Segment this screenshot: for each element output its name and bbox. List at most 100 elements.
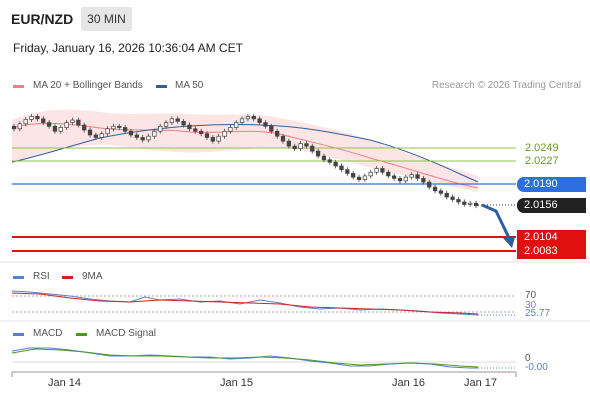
last-price-tag: 2.0156 xyxy=(517,198,586,213)
pivot-tag: 2.0190 xyxy=(517,177,586,192)
candle-body xyxy=(169,118,175,123)
candle-body xyxy=(239,118,245,123)
rsi-legend-swatch xyxy=(13,276,24,279)
candle-body xyxy=(76,119,81,126)
candle-body xyxy=(280,135,286,142)
symbol-title: EUR/NZD xyxy=(11,11,74,27)
chart-datetime: Friday, January 16, 2026 10:36:04 AM CET xyxy=(13,41,243,55)
bollinger-band xyxy=(12,109,478,192)
rsi-ma-legend-label: 9MA xyxy=(82,271,103,282)
candle-body xyxy=(134,134,139,138)
candle-body xyxy=(187,124,192,130)
candle-body xyxy=(351,173,356,178)
candle-body xyxy=(64,122,69,128)
candle-body xyxy=(198,130,204,135)
macd-legend-swatch xyxy=(13,333,24,336)
candle-body xyxy=(41,118,46,123)
rsi-ma-line xyxy=(11,292,479,315)
candle-body xyxy=(263,122,268,127)
candle-body xyxy=(321,155,327,161)
candle-body xyxy=(11,125,17,130)
candle-body xyxy=(403,176,408,182)
candle-body xyxy=(152,130,157,137)
candle-body xyxy=(222,130,227,137)
candle-body xyxy=(58,127,63,132)
candle-body xyxy=(181,120,186,126)
candle-body xyxy=(146,135,151,141)
candle-body xyxy=(304,143,309,147)
candle-body xyxy=(193,128,198,132)
candle-body xyxy=(462,201,467,205)
candle-body xyxy=(140,137,145,141)
candle-body xyxy=(257,118,262,123)
ma50-line xyxy=(11,124,479,183)
candle-body xyxy=(158,125,163,132)
candle-body xyxy=(210,137,215,142)
x-label-jan15: Jan 15 xyxy=(220,377,254,389)
candle-body xyxy=(46,122,52,127)
candle-body xyxy=(275,130,280,137)
candle-body xyxy=(245,116,251,120)
candle-body xyxy=(409,174,414,178)
candle-body xyxy=(23,119,28,125)
forecast-arrow-head xyxy=(503,237,515,248)
macd-signal-line xyxy=(11,348,479,368)
candle-body xyxy=(52,125,58,132)
candle-body xyxy=(269,125,274,132)
macd-zero-label: 0 xyxy=(525,353,531,364)
candle-body xyxy=(122,127,128,132)
ma20-legend-swatch xyxy=(13,85,24,88)
candle-body xyxy=(82,124,87,131)
candle-body xyxy=(105,128,110,135)
candle-body xyxy=(93,134,99,138)
candle-body xyxy=(286,140,292,147)
candle-body xyxy=(421,178,426,183)
candle-body xyxy=(111,125,116,130)
candle-body xyxy=(456,199,461,203)
macd-signal-legend-swatch xyxy=(76,333,87,336)
candle-body xyxy=(315,150,321,157)
candle-body xyxy=(386,171,391,177)
candle-body xyxy=(17,123,22,130)
candle-body xyxy=(473,202,479,207)
candle-body xyxy=(450,196,455,200)
candle-body xyxy=(327,159,332,163)
x-label-jan17: Jan 17 xyxy=(464,377,498,389)
candle-body xyxy=(427,181,432,188)
macd-signal-legend-label: MACD Signal xyxy=(96,328,157,339)
ma20-line xyxy=(11,122,479,189)
candle-body xyxy=(175,118,180,122)
ma50-legend-label: MA 50 xyxy=(175,80,204,91)
candle-body xyxy=(117,125,122,128)
x-label-jan14: Jan 14 xyxy=(48,377,82,389)
ma20-legend-label: MA 20 + Bollinger Bands xyxy=(33,80,143,91)
candle-body xyxy=(444,192,449,198)
resistance-2-label: 2.0249 xyxy=(525,142,559,154)
candle-body xyxy=(310,145,315,152)
candle-body xyxy=(432,186,438,192)
candle-body xyxy=(298,143,303,149)
support-1-tag: 2.0104 xyxy=(517,230,586,245)
candle-body xyxy=(292,145,297,149)
candle-body xyxy=(163,122,169,127)
candle-body xyxy=(234,122,239,128)
rsi-value-label: 25.77 xyxy=(525,308,551,319)
candle-body xyxy=(99,133,104,138)
candle-body xyxy=(228,127,233,132)
macd-legend-label: MACD xyxy=(33,328,63,339)
candle-body xyxy=(128,130,134,136)
candle-body xyxy=(374,168,379,173)
rsi-ma-legend-swatch xyxy=(62,276,73,279)
forecast-arrow xyxy=(481,203,512,241)
candle-body xyxy=(356,176,362,180)
support-2-tag: 2.0083 xyxy=(517,244,586,259)
timeframe-button[interactable]: 30 MIN xyxy=(81,7,132,31)
rsi-70-label: 70 xyxy=(525,290,537,301)
candle-body xyxy=(438,190,444,194)
rsi-legend-label: RSI xyxy=(33,271,50,282)
rsi-30-label: 30 xyxy=(525,300,537,311)
candle-body xyxy=(216,135,221,142)
price-candles xyxy=(11,113,479,209)
candle-body xyxy=(339,165,344,171)
candle-body xyxy=(397,178,403,182)
